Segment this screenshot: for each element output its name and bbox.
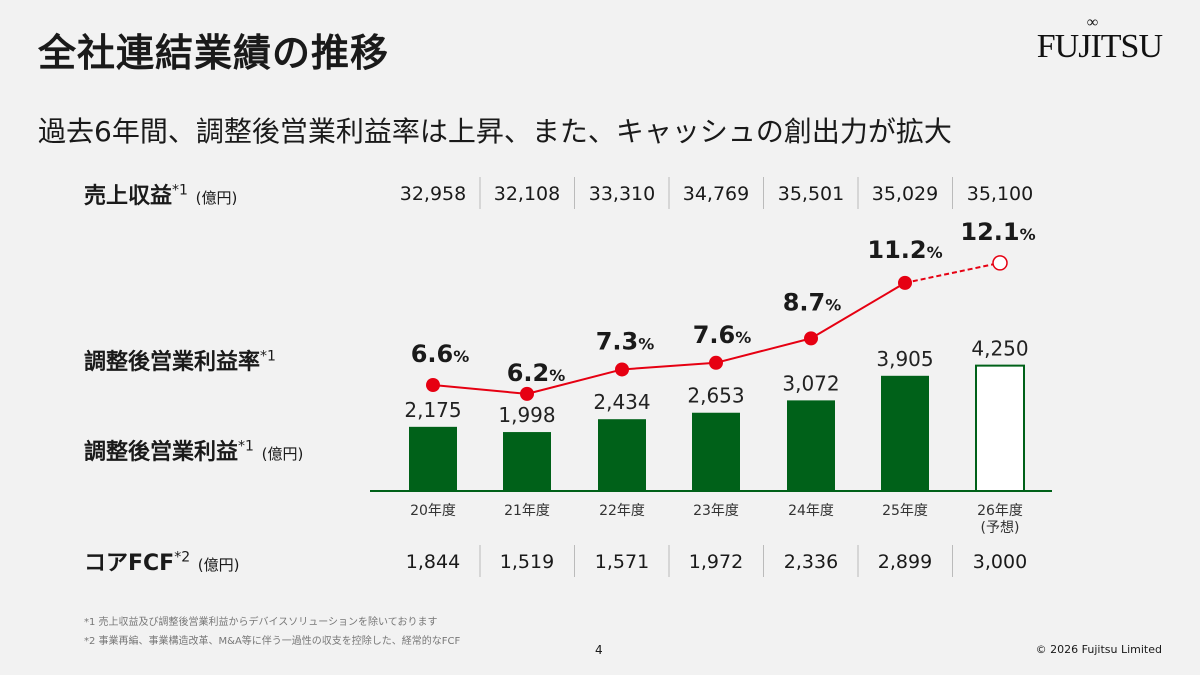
margin-label: 11.2%: [867, 236, 942, 264]
revenue-unit: (億円): [195, 189, 238, 207]
profit-label: 調整後営業利益: [84, 440, 239, 465]
revenue-note: *1: [172, 182, 188, 199]
revenue-label: 売上収益: [84, 184, 173, 209]
margin-line-segment: [621, 361, 717, 371]
fcf-value: 2,336: [784, 551, 838, 573]
revenue-value: 33,310: [589, 183, 655, 205]
bar-label: 2,653: [687, 384, 744, 408]
revenue-value: 35,100: [967, 183, 1033, 205]
bar: [787, 400, 835, 491]
fcf-label: コアFCF: [84, 551, 175, 576]
margin-label: 6.2%: [507, 359, 566, 387]
bar-label: 2,434: [593, 390, 650, 414]
bar: [975, 364, 1025, 492]
bar-label: 2,175: [404, 398, 461, 422]
fcf-value: 1,571: [595, 551, 649, 573]
revenue-value: 35,029: [872, 183, 938, 205]
x-tick-label: 21年度: [504, 503, 550, 519]
margin-point: [898, 275, 912, 290]
fujitsu-logo: ∞ FUJITSU: [1036, 14, 1163, 66]
margin-line-segment: [904, 261, 1001, 284]
page-number: 4: [595, 643, 603, 657]
margin-label: 6.6%: [411, 340, 470, 368]
margin-label: 7.3%: [596, 327, 655, 355]
margin-label: 調整後営業利益率: [84, 350, 261, 375]
bar-label: 1,998: [498, 403, 555, 427]
fcf-value: 1,844: [406, 551, 460, 573]
bar-label: 4,250: [971, 337, 1028, 361]
fcf-row-label: コアFCF*2 (億円): [84, 545, 240, 577]
x-tick-label: 26年度(予想): [977, 503, 1023, 536]
logo-text: FUJITSU: [1036, 28, 1163, 65]
margin-label: 12.1%: [960, 218, 1035, 246]
margin-point: [520, 386, 534, 401]
bar: [598, 419, 646, 491]
margin-line-segment: [526, 368, 623, 395]
bar: [692, 412, 740, 491]
bar: [503, 432, 551, 491]
fcf-unit: (億円): [197, 556, 240, 574]
x-tick-label: 20年度: [410, 503, 456, 519]
fcf-note: *2: [174, 549, 191, 566]
margin-point: [709, 355, 723, 370]
margin-note: *1: [260, 348, 276, 365]
infinity-icon: ∞: [1086, 14, 1098, 31]
margin-point: [992, 255, 1008, 271]
copyright: © 2026 Fujitsu Limited: [1035, 643, 1162, 656]
margin-line-segment: [715, 337, 812, 364]
bar: [881, 375, 929, 491]
margin-point: [426, 378, 440, 392]
bar: [409, 426, 457, 491]
fcf-value: 2,899: [878, 551, 932, 573]
margin-row-label: 調整後営業利益率*1: [84, 344, 276, 376]
footnote-1: *1 売上収益及び調整後営業利益からデバイスソリューションを除いております: [84, 617, 438, 628]
margin-label: 7.6%: [693, 321, 752, 349]
x-tick-label: 25年度: [882, 503, 928, 519]
margin-label: 8.7%: [783, 288, 842, 316]
slide-subtitle: 過去6年間、調整後営業利益率は上昇、また、キャッシュの創出力が拡大: [38, 115, 952, 148]
profit-row-label: 調整後営業利益*1 (億円): [84, 434, 303, 466]
slide-title: 全社連結業績の推移: [38, 31, 390, 75]
footnote-2: *2 事業再編、事業構造改革、M&A等に伴う一過性の収支を控除した、経常的なFC…: [84, 636, 461, 647]
fcf-value: 1,519: [500, 551, 554, 573]
fcf-value: 1,972: [689, 551, 743, 573]
margin-point: [804, 331, 818, 346]
revenue-value: 32,958: [400, 183, 466, 205]
x-tick-label: 22年度: [599, 503, 645, 519]
margin-line-segment: [432, 384, 528, 395]
bar-label: 3,905: [876, 347, 933, 371]
profit-note: *1: [238, 438, 254, 455]
fcf-value: 3,000: [973, 551, 1027, 573]
profit-unit: (億円): [261, 445, 304, 463]
x-tick-label: 23年度: [693, 503, 739, 519]
bar-label: 3,072: [782, 371, 839, 395]
revenue-value: 32,108: [494, 183, 560, 205]
revenue-value: 34,769: [683, 183, 749, 205]
margin-line-segment: [810, 282, 906, 340]
revenue-value: 35,501: [778, 183, 844, 205]
margin-point: [615, 362, 629, 377]
x-tick-label: 24年度: [788, 503, 834, 519]
revenue-row-label: 売上収益*1 (億円): [84, 178, 237, 210]
